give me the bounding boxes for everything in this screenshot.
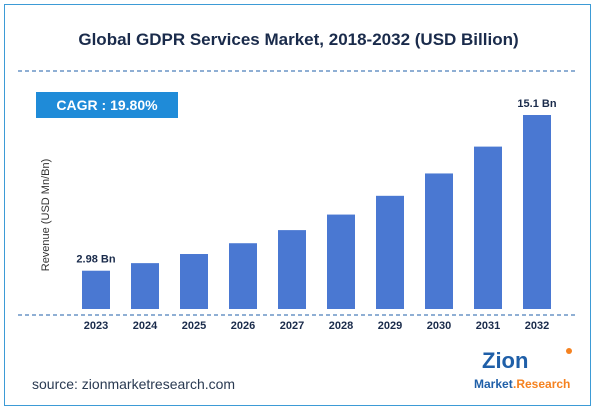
bar-2028 [327, 214, 355, 309]
x-tick-2028: 2028 [329, 320, 353, 332]
zion-logo: Zion Market .Research [474, 348, 572, 391]
x-tick-2027: 2027 [280, 320, 304, 332]
x-tick-2026: 2026 [231, 320, 255, 332]
bar-2027 [278, 230, 306, 309]
logo-word-zion: Zion [482, 348, 528, 373]
x-tick-2024: 2024 [133, 320, 158, 332]
source-note: source: zionmarketresearch.com [32, 376, 236, 392]
x-tick-2023: 2023 [84, 320, 108, 332]
bar-2026 [229, 243, 257, 309]
data-label-first: 2.98 Bn [76, 254, 115, 266]
chart-title: Global GDPR Services Market, 2018-2032 (… [78, 30, 519, 49]
cagr-badge: CAGR : 19.80% [36, 92, 178, 118]
x-tick-2032: 2032 [525, 320, 549, 332]
bar-2023 [82, 270, 110, 309]
y-axis-label: Revenue (USD Mn/Bn) [40, 158, 52, 272]
bar-2024 [131, 263, 159, 309]
x-tick-2029: 2029 [378, 320, 402, 332]
x-tick-2030: 2030 [427, 320, 451, 332]
bar-2032 [523, 115, 551, 309]
data-label-last: 15.1 Bn [517, 98, 556, 110]
bar-2030 [425, 173, 453, 309]
bar-2025 [180, 254, 208, 309]
bar-2031 [474, 146, 502, 309]
logo-dot [566, 348, 572, 354]
logo-word-research: .Research [513, 377, 570, 391]
logo-word-market: Market [474, 377, 513, 391]
x-tick-2031: 2031 [476, 320, 500, 332]
bar-2029 [376, 195, 404, 309]
x-tick-2025: 2025 [182, 320, 206, 332]
